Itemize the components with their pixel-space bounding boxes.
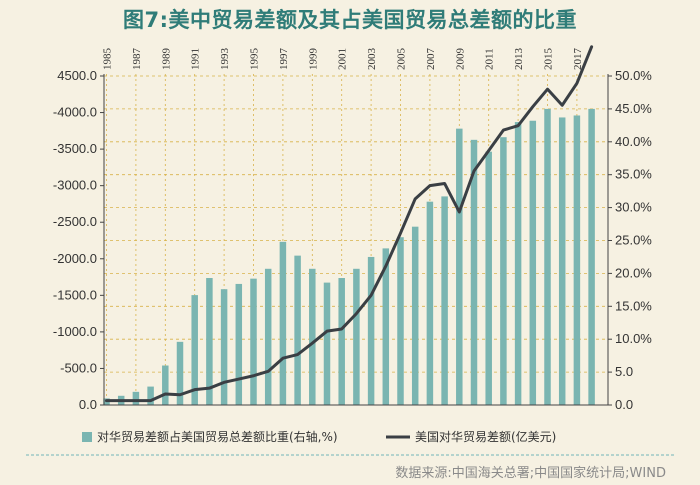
bar (162, 365, 169, 405)
bar (309, 268, 316, 405)
left-tick-label: -3000.0 (53, 178, 97, 193)
axes: 0.0 -500.0 -1000.0 -1500.0 -2000.0 -2500.0 -30… (53, 48, 652, 413)
bar (264, 268, 272, 405)
bar (529, 120, 537, 406)
trade-deficit-line (105, 45, 594, 403)
x-tick-label: 1989 (160, 48, 172, 71)
left-tick-label: -1500.0 (53, 287, 97, 302)
left-tick-label: -2500.0 (53, 214, 97, 229)
bar (250, 278, 257, 405)
x-tick-label: 2003 (366, 48, 378, 71)
bar (544, 108, 551, 406)
chart-title: 图7:美中贸易差额及其占美国贸易总差额的比重 (122, 8, 577, 32)
x-tick-label: 1987 (131, 48, 143, 71)
x-tick-label: 2009 (454, 48, 466, 71)
x-tick-label: 2005 (396, 48, 408, 71)
right-tick-label: 45.0% (615, 101, 652, 116)
bar (588, 108, 595, 406)
right-tick-label: 15.0% (615, 298, 652, 313)
x-tick-label: 2015 (543, 48, 555, 71)
bar-series (103, 108, 595, 406)
x-tick-label: 1999 (307, 48, 319, 71)
bar (573, 115, 581, 405)
bar (235, 283, 243, 405)
right-tick-label: 30.0% (615, 200, 652, 215)
bar (514, 122, 522, 405)
right-tick-label: 50.0% (615, 68, 652, 83)
right-tick-label: 40.0% (615, 134, 652, 149)
bar (426, 201, 434, 405)
right-tick-label: 10.0% (615, 331, 652, 346)
legend-bar-swatch (82, 432, 92, 442)
bar (485, 151, 492, 405)
line-series (105, 45, 594, 403)
bar (411, 226, 419, 405)
x-tick-label: 2001 (337, 48, 349, 70)
bar (456, 128, 463, 405)
bar (338, 278, 345, 405)
bar (147, 386, 154, 405)
left-tick-label: -1000.0 (53, 324, 97, 339)
x-tick-label: 2017 (572, 48, 584, 71)
left-tick-label: 0.0 (79, 397, 97, 412)
source-note: 数据来源:中国海关总署;中国国家统计局;WIND (395, 466, 666, 481)
x-tick-label: 2007 (425, 48, 437, 71)
left-tick-label: -500.0 (60, 360, 97, 375)
bar (132, 391, 140, 405)
bar (441, 196, 448, 405)
x-tick-label: 1991 (190, 48, 202, 70)
bar (500, 137, 507, 405)
left-tick-label: 4500.0 (57, 68, 97, 83)
left-tick-label: -3500.0 (53, 141, 97, 156)
right-tick-label: 25.0% (615, 233, 652, 248)
legend-line-label: 美国对华贸易差额(亿美元) (415, 429, 556, 444)
right-tick-label: 0.0 (615, 397, 633, 412)
right-tick-label: 5.0 (615, 364, 633, 379)
right-tick-label: 35.0% (615, 167, 652, 182)
bar (558, 117, 566, 405)
x-tick-label: 2011 (484, 48, 496, 70)
bar (220, 289, 228, 405)
left-tick-label: -4000.0 (53, 105, 97, 120)
bar (470, 139, 478, 405)
bar (367, 256, 375, 405)
bar (382, 248, 390, 405)
bar (176, 341, 184, 405)
bar (279, 241, 287, 405)
legend-bar-label: 对华贸易差额占美国贸易总差额比重(右轴,%) (97, 429, 338, 444)
bar (294, 255, 301, 405)
bar (323, 282, 331, 405)
bar (191, 295, 198, 405)
bar (206, 278, 213, 405)
x-tick-label: 1997 (278, 48, 290, 71)
bar (353, 268, 360, 405)
legend: 对华贸易差额占美国贸易总差额比重(右轴,%) 美国对华贸易差额(亿美元) (26, 429, 674, 456)
right-tick-label: 20.0% (615, 265, 652, 280)
x-tick-label: 1993 (219, 48, 231, 71)
x-tick-label: 1995 (249, 48, 261, 71)
x-tick-label: 2013 (513, 48, 525, 71)
left-tick-label: -2000.0 (53, 251, 97, 266)
bar (397, 237, 404, 405)
x-tick-label: 1985 (102, 48, 114, 71)
